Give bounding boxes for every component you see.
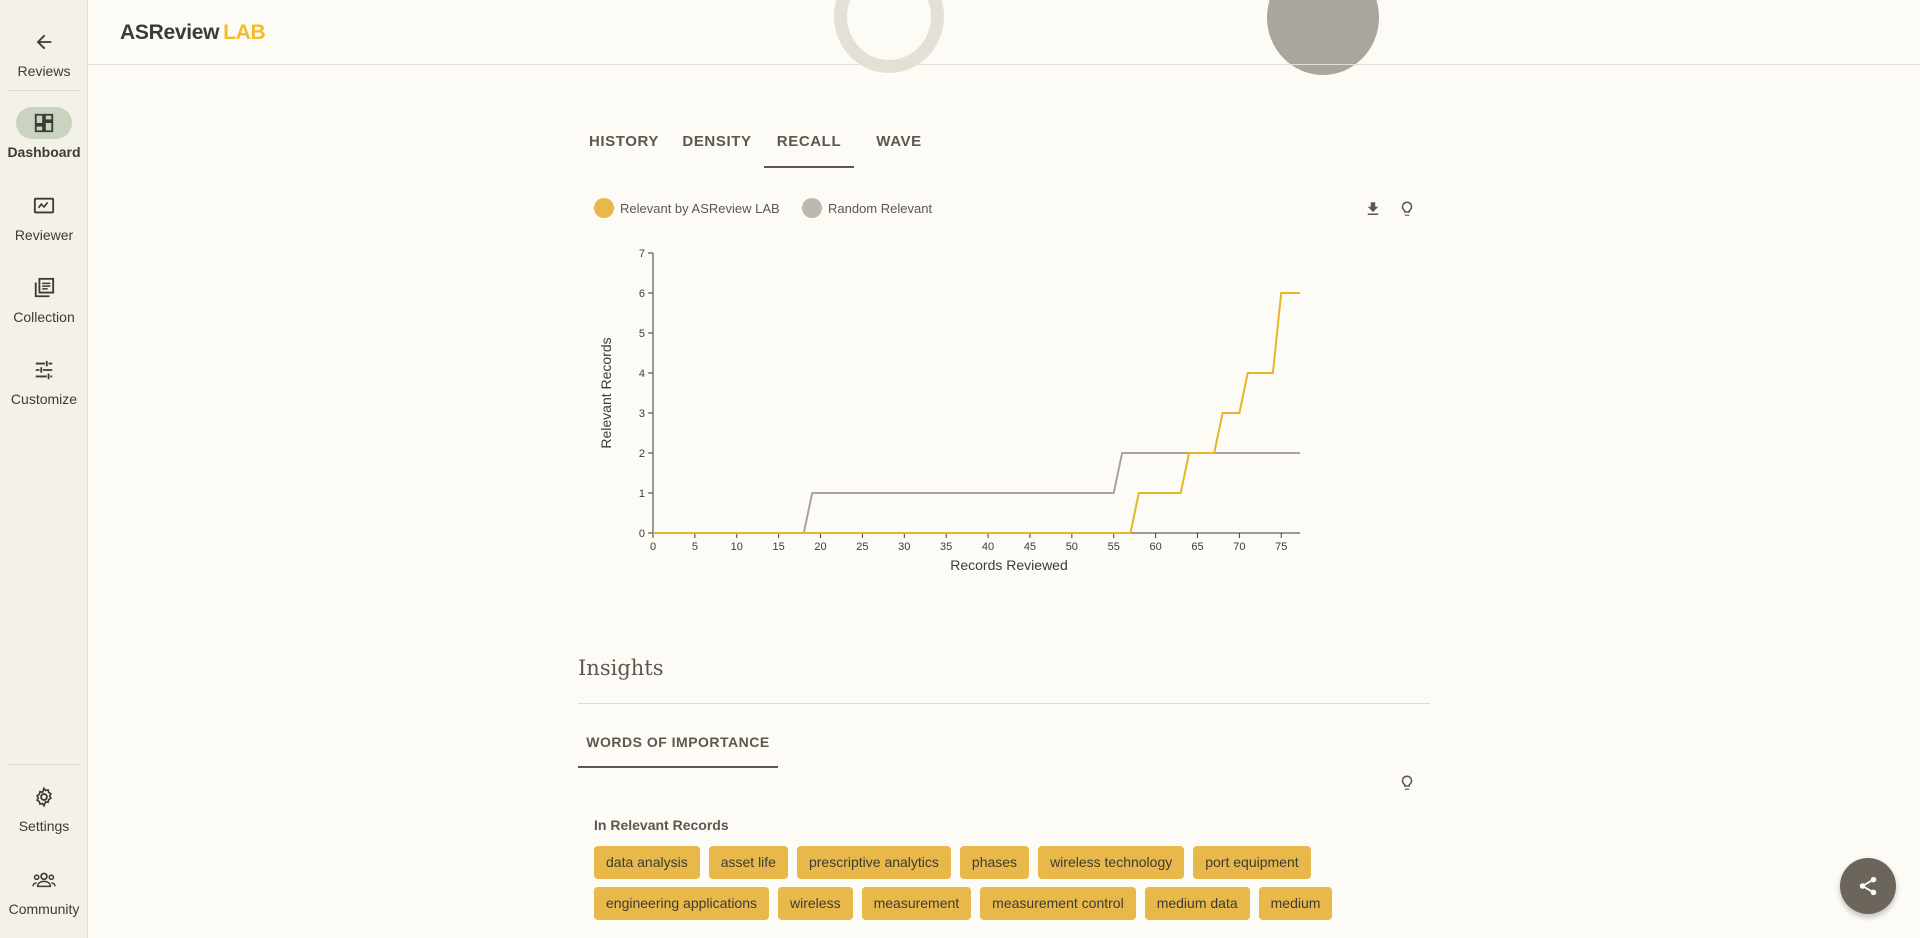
x-tick-label: 15 <box>773 541 785 553</box>
tab-history[interactable]: HISTORY <box>588 133 660 150</box>
top-bar-overlay <box>88 0 1920 65</box>
legend-dot <box>594 198 614 218</box>
download-icon[interactable] <box>1358 194 1388 224</box>
arrow-left-icon <box>16 26 72 58</box>
tab-density[interactable]: DENSITY <box>682 133 752 150</box>
x-tick-label: 10 <box>731 541 743 553</box>
sidebar-item-community[interactable]: Community <box>0 864 88 917</box>
brand-accent: LAB <box>223 21 266 44</box>
sidebar: Reviews Dashboard Reviewer Collection Cu… <box>0 0 88 938</box>
legend-label: Relevant by ASReview LAB <box>620 200 780 216</box>
x-tick-label: 75 <box>1275 541 1287 553</box>
collection-icon <box>16 272 72 304</box>
y-tick-label: 4 <box>639 368 645 380</box>
legend-relevant[interactable]: Relevant by ASReview LAB <box>594 198 780 218</box>
x-tick-label: 5 <box>692 541 698 553</box>
sidebar-divider <box>8 764 80 765</box>
sidebar-item-label: Dashboard <box>7 144 81 160</box>
word-chip[interactable]: wireless <box>778 887 853 920</box>
y-tick-label: 7 <box>639 248 645 260</box>
word-chips: data analysis asset life prescriptive anal… <box>594 846 1424 920</box>
legend-dot <box>802 198 822 218</box>
word-chip[interactable]: port equipment <box>1193 846 1311 879</box>
y-tick-label: 2 <box>639 448 645 460</box>
sidebar-item-customize[interactable]: Customize <box>0 354 88 407</box>
y-axis-label: Relevant Records <box>598 337 614 448</box>
recall-chart: 0510152025303540455055606570758085012345… <box>598 248 1300 573</box>
x-tick-label: 35 <box>940 541 952 553</box>
y-tick-label: 6 <box>639 288 645 300</box>
word-chip[interactable]: prescriptive analytics <box>796 846 951 879</box>
sidebar-item-label: Community <box>8 901 80 917</box>
lightbulb-icon[interactable] <box>1392 768 1422 798</box>
word-chip[interactable]: wireless technology <box>1038 846 1185 879</box>
share-icon <box>1859 876 1877 896</box>
word-chip[interactable]: data analysis <box>594 846 700 879</box>
gear-icon <box>16 781 72 813</box>
word-chip[interactable]: phases <box>959 846 1030 879</box>
legend-random[interactable]: Random Relevant <box>802 198 932 218</box>
word-chip[interactable]: asset life <box>708 846 788 879</box>
x-tick-label: 50 <box>1066 541 1078 553</box>
section-divider <box>578 703 1430 704</box>
y-tick-label: 5 <box>639 328 645 340</box>
x-tick-label: 60 <box>1149 541 1161 553</box>
y-tick-label: 0 <box>639 528 645 540</box>
sidebar-item-reviews[interactable]: Reviews <box>0 26 88 79</box>
x-tick-label: 25 <box>856 541 868 553</box>
word-chip[interactable]: measurement control <box>980 887 1136 920</box>
lightbulb-icon[interactable] <box>1392 194 1422 224</box>
sidebar-item-label: Collection <box>13 309 75 325</box>
sidebar-item-settings[interactable]: Settings <box>0 781 88 834</box>
tab-wave[interactable]: WAVE <box>876 133 922 150</box>
share-button[interactable] <box>1840 858 1896 914</box>
tune-icon <box>16 354 72 386</box>
x-axis-label: Records Reviewed <box>950 557 1068 573</box>
x-tick-label: 20 <box>814 541 826 553</box>
people-icon <box>16 864 72 896</box>
word-chip[interactable]: medium <box>1258 887 1333 920</box>
relevant-words-heading: In Relevant Records <box>594 817 729 833</box>
x-tick-label: 70 <box>1233 541 1245 553</box>
sidebar-divider <box>8 90 80 91</box>
app-logo: ASReview LAB <box>120 21 266 45</box>
sidebar-item-collection[interactable]: Collection <box>0 272 88 325</box>
x-tick-label: 40 <box>982 541 994 553</box>
tab-words-of-importance[interactable]: WORDS OF IMPORTANCE <box>578 720 778 768</box>
x-tick-label: 65 <box>1191 541 1203 553</box>
sidebar-item-label: Customize <box>10 391 78 407</box>
x-tick-label: 30 <box>898 541 910 553</box>
tab-recall[interactable]: RECALL <box>764 120 854 168</box>
legend-label: Random Relevant <box>828 200 933 216</box>
insights-title: Insights <box>578 656 664 680</box>
sidebar-item-label: Reviewer <box>14 227 74 243</box>
sidebar-item-reviewer[interactable]: Reviewer <box>0 190 88 243</box>
sidebar-item-label: Settings <box>18 818 70 834</box>
x-tick-label: 45 <box>1024 541 1036 553</box>
word-chip[interactable]: measurement <box>861 887 972 920</box>
dashboard-icon <box>16 107 72 139</box>
sidebar-item-dashboard[interactable]: Dashboard <box>0 107 88 160</box>
series-line-random <box>653 452 1300 534</box>
x-tick-label: 55 <box>1108 541 1120 553</box>
word-chip[interactable]: engineering applications <box>594 887 769 920</box>
series-line-relevant <box>653 292 1300 534</box>
y-tick-label: 1 <box>639 488 645 500</box>
y-tick-label: 3 <box>639 408 645 420</box>
x-tick-label: 0 <box>650 541 656 553</box>
reviewer-icon <box>16 190 72 222</box>
sidebar-item-label: Reviews <box>17 63 71 79</box>
brand-main: ASReview <box>120 21 220 44</box>
word-chip[interactable]: medium data <box>1144 887 1250 920</box>
